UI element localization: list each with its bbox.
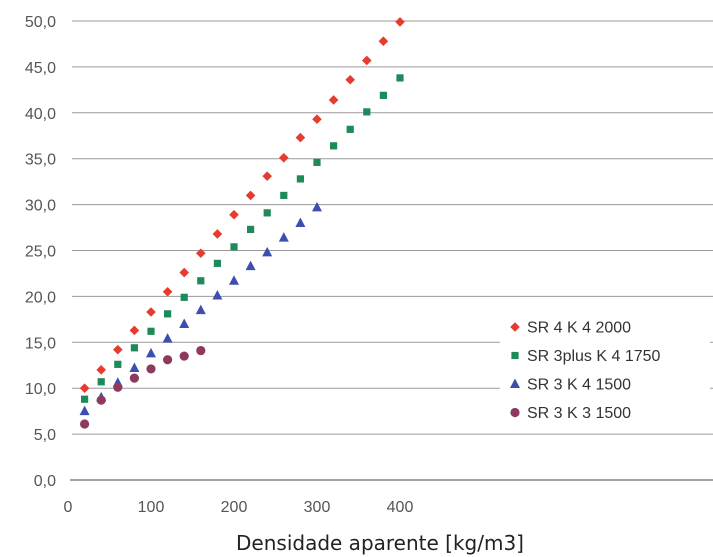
legend-label: SR 4 K 4 2000 <box>527 320 631 337</box>
data-point <box>179 318 190 328</box>
legend-label: SR 3plus K 4 1750 <box>527 348 661 365</box>
y-tick-label: 10,0 <box>25 381 56 398</box>
data-point <box>312 114 322 125</box>
data-point <box>245 260 256 271</box>
y-axis-ticks: 0,0 5,0 10,0 15,0 20,0 25,0 30,0 35,0 40,0 45,0 50… <box>25 14 56 490</box>
data-point <box>278 232 289 242</box>
series-circle <box>80 345 206 429</box>
data-point <box>129 362 140 373</box>
x-tick-label: 300 <box>304 499 331 516</box>
data-point <box>213 259 221 267</box>
legend-marker <box>511 351 519 360</box>
data-point <box>146 307 156 317</box>
data-point <box>196 345 206 356</box>
x-axis-label: Densidade aparente [kg/m3] <box>236 531 524 555</box>
data-point <box>328 95 339 105</box>
data-point <box>179 351 189 361</box>
series-diamond <box>79 17 405 393</box>
data-point <box>163 355 173 365</box>
data-point <box>96 395 106 405</box>
x-tick-label: 400 <box>387 499 414 516</box>
data-point <box>263 209 271 217</box>
data-point <box>262 171 272 181</box>
y-tick-label: 25,0 <box>25 244 56 261</box>
data-point <box>180 293 188 301</box>
x-tick-label: 0 <box>64 499 73 516</box>
y-tick-label: 35,0 <box>25 152 56 169</box>
data-point <box>262 246 273 257</box>
x-axis-ticks: 0 100 200 300 400 <box>64 499 414 516</box>
data-point <box>147 327 155 335</box>
data-point <box>197 277 205 285</box>
grid-lines <box>72 20 713 435</box>
data-point <box>146 347 156 358</box>
legend-label: SR 3 K 3 1500 <box>527 405 631 422</box>
data-point <box>162 287 173 297</box>
data-point <box>195 304 206 315</box>
data-point <box>162 333 173 343</box>
data-point <box>113 344 123 355</box>
data-point <box>363 108 371 116</box>
data-point <box>279 152 289 163</box>
data-point <box>296 175 304 183</box>
data-point <box>245 190 256 201</box>
data-point <box>379 91 387 99</box>
data-series <box>79 17 405 429</box>
data-point <box>229 275 239 285</box>
x-tick-label: 200 <box>221 499 248 516</box>
data-point <box>80 419 90 429</box>
data-point <box>212 289 223 300</box>
data-point <box>247 225 255 233</box>
data-point <box>395 17 405 27</box>
data-point <box>280 191 288 200</box>
legend-marker <box>510 407 520 418</box>
data-point <box>346 125 354 133</box>
legend-marker <box>510 322 520 332</box>
y-tick-label: 15,0 <box>25 335 56 352</box>
legend-marker <box>510 378 520 388</box>
data-point <box>229 209 239 220</box>
data-point <box>81 395 89 403</box>
y-tick-label: 40,0 <box>25 106 56 123</box>
y-tick-label: 20,0 <box>25 289 56 306</box>
legend-label: SR 3 K 4 1500 <box>527 377 631 394</box>
data-point <box>79 383 90 393</box>
data-point <box>378 36 389 46</box>
data-point <box>313 158 321 166</box>
data-point <box>129 373 139 383</box>
data-point <box>362 55 372 66</box>
data-point <box>113 382 123 392</box>
data-point <box>396 74 404 82</box>
legend: SR 4 K 4 2000 SR 3plus K 4 1750 SR 3 K 4 1… <box>500 310 710 428</box>
data-point <box>212 229 223 239</box>
data-point <box>96 365 106 375</box>
data-point <box>146 364 156 374</box>
data-point <box>130 344 138 352</box>
data-point <box>79 405 90 416</box>
series-square <box>81 74 404 403</box>
data-point <box>230 243 238 251</box>
legend-box <box>500 310 710 428</box>
data-point <box>179 267 189 278</box>
data-point <box>295 132 306 143</box>
data-point <box>312 201 322 212</box>
y-tick-label: 5,0 <box>34 427 56 444</box>
data-point <box>345 74 355 85</box>
y-tick-label: 45,0 <box>25 60 56 77</box>
data-point <box>97 378 105 386</box>
data-point <box>330 142 338 150</box>
y-tick-label: 0,0 <box>34 473 56 490</box>
data-point <box>114 360 122 368</box>
data-point <box>164 310 172 318</box>
x-tick-label: 100 <box>138 499 165 516</box>
data-point <box>129 325 140 336</box>
y-tick-label: 50,0 <box>25 14 56 31</box>
data-point <box>196 248 206 259</box>
y-tick-label: 30,0 <box>25 198 56 215</box>
data-point <box>295 217 306 227</box>
